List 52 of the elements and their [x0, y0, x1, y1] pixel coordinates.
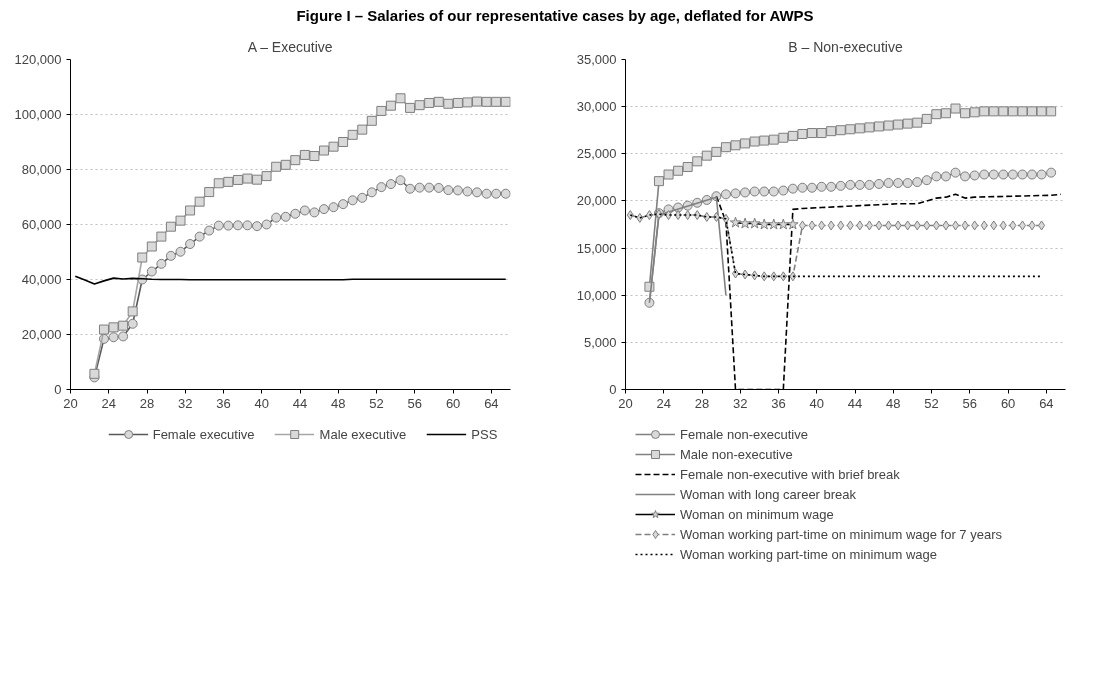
- x-tick-label: 60: [1000, 395, 1016, 411]
- x-tick-label: 40: [809, 395, 825, 411]
- y-tick-label: 25,000: [576, 146, 617, 162]
- y-tick-label: 120,000: [14, 52, 62, 68]
- x-tick-label: 32: [733, 395, 748, 411]
- legend-label: Woman on minimum wage: [680, 505, 834, 524]
- y-tick-label: 60,000: [21, 217, 62, 233]
- x-tick-label: 56: [407, 395, 423, 411]
- chart-title: A – Executive: [247, 38, 333, 55]
- legend-label: Female executive: [152, 425, 255, 444]
- x-tick-label: 52: [369, 395, 384, 411]
- legend-label: Male non-executive: [680, 445, 793, 464]
- y-tick-label: 80,000: [21, 162, 62, 178]
- legend-label: Female non-executive: [680, 425, 808, 444]
- x-tick-label: 24: [101, 395, 116, 411]
- x-tick-label: 36: [771, 395, 786, 411]
- x-tick-label: 24: [656, 395, 671, 411]
- x-tick-label: 28: [139, 395, 155, 411]
- legend-label: PSS: [471, 425, 498, 444]
- legend-label: Woman with long career break: [680, 485, 857, 504]
- x-tick-label: 44: [292, 395, 308, 411]
- legend-label: Woman working part-time on minimum wage for 7 years: [680, 525, 1002, 544]
- y-tick-label: 40,000: [21, 272, 62, 288]
- y-tick-label: 100,000: [14, 107, 62, 123]
- x-tick-label: 32: [178, 395, 193, 411]
- legend-label: Female non-executive with brief break: [680, 465, 900, 484]
- y-tick-label: 0: [54, 382, 62, 398]
- x-tick-label: 20: [618, 395, 633, 411]
- x-tick-label: 64: [484, 395, 499, 411]
- x-tick-label: 44: [847, 395, 863, 411]
- x-tick-label: 56: [962, 395, 978, 411]
- y-tick-label: 35,000: [576, 52, 617, 68]
- x-tick-label: 40: [254, 395, 270, 411]
- y-tick-label: 5,000: [583, 335, 617, 351]
- y-tick-label: 20,000: [576, 193, 617, 209]
- x-tick-label: 48: [331, 395, 346, 411]
- y-tick-label: 15,000: [576, 240, 617, 256]
- y-tick-label: 10,000: [576, 288, 617, 304]
- x-tick-label: 60: [445, 395, 461, 411]
- x-tick-label: 64: [1039, 395, 1054, 411]
- y-tick-label: 0: [609, 382, 617, 398]
- legend-label: Woman working part-time on minimum wage: [680, 545, 937, 564]
- x-tick-label: 28: [694, 395, 710, 411]
- y-tick-label: 30,000: [576, 99, 617, 115]
- legend-label: Male executive: [319, 425, 407, 444]
- x-tick-label: 52: [924, 395, 939, 411]
- x-tick-label: 36: [216, 395, 231, 411]
- chart-title: B – Non-executive: [788, 38, 903, 55]
- x-tick-label: 48: [886, 395, 901, 411]
- text: Figure I – Salaries of our representative cases by age, deflated for AWPS: [296, 6, 814, 26]
- x-tick-label: 20: [63, 395, 78, 411]
- y-tick-label: 20,000: [21, 327, 62, 343]
